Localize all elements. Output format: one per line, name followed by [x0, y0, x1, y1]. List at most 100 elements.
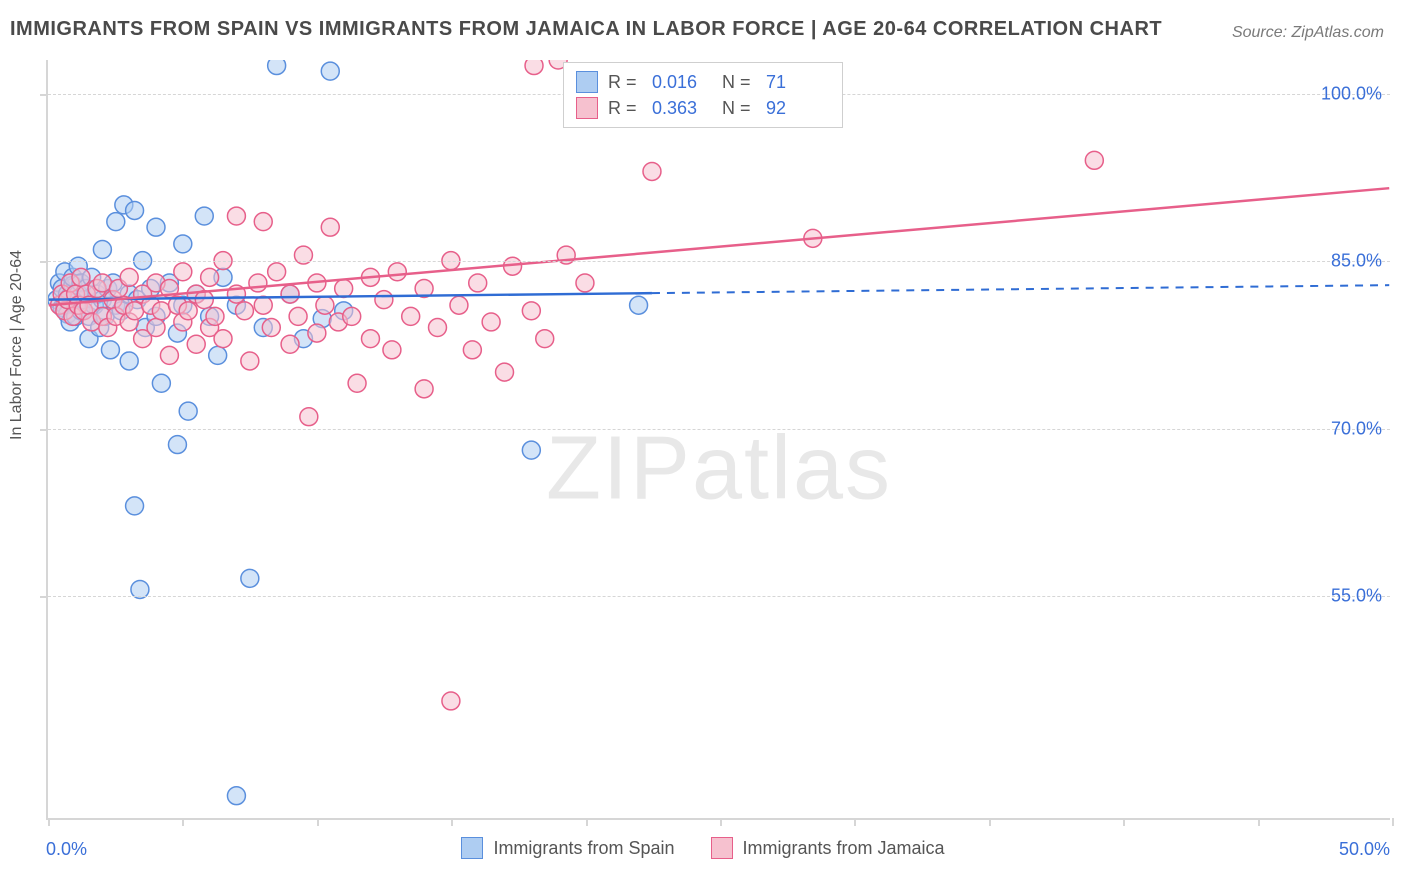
chart-svg: [48, 60, 1390, 818]
data-point: [254, 213, 272, 231]
data-point: [241, 352, 259, 370]
legend-label: Immigrants from Spain: [493, 838, 674, 859]
data-point: [388, 263, 406, 281]
data-point: [335, 280, 353, 298]
legend-item: Immigrants from Spain: [461, 837, 674, 859]
y-tick-label: 85.0%: [1331, 251, 1382, 272]
data-point: [348, 374, 366, 392]
correlation-legend: R =0.016N =71R =0.363N =92: [563, 62, 843, 128]
trend-line: [49, 188, 1389, 305]
data-point: [201, 268, 219, 286]
data-point: [147, 319, 165, 337]
data-point: [450, 296, 468, 314]
legend-item: Immigrants from Jamaica: [711, 837, 945, 859]
data-point: [152, 374, 170, 392]
legend-swatch: [576, 71, 598, 93]
data-point: [254, 296, 272, 314]
data-point: [1085, 151, 1103, 169]
data-point: [93, 241, 111, 259]
y-tick-mark: [40, 596, 48, 598]
n-label: N =: [722, 69, 756, 95]
data-point: [107, 213, 125, 231]
data-point: [415, 380, 433, 398]
data-point: [235, 302, 253, 320]
y-tick-mark: [40, 94, 48, 96]
data-point: [214, 330, 232, 348]
data-point: [268, 263, 286, 281]
grid-line: [48, 429, 1390, 430]
data-point: [160, 346, 178, 364]
x-tick-mark: [317, 818, 319, 826]
data-point: [525, 60, 543, 75]
n-label: N =: [722, 95, 756, 121]
data-point: [402, 307, 420, 325]
grid-line: [48, 261, 1390, 262]
data-point: [195, 207, 213, 225]
data-point: [643, 162, 661, 180]
data-point: [289, 307, 307, 325]
y-axis-title: In Labor Force | Age 20-64: [8, 250, 26, 440]
series-legend: Immigrants from Spain Immigrants from Jam…: [0, 837, 1406, 864]
data-point: [496, 363, 514, 381]
data-point: [429, 319, 447, 337]
data-point: [536, 330, 554, 348]
r-label: R =: [608, 69, 642, 95]
data-point: [522, 441, 540, 459]
data-point: [206, 307, 224, 325]
data-point: [249, 274, 267, 292]
legend-row: R =0.016N =71: [576, 69, 826, 95]
legend-label: Immigrants from Jamaica: [743, 838, 945, 859]
data-point: [126, 497, 144, 515]
data-point: [101, 341, 119, 359]
data-point: [179, 402, 197, 420]
x-tick-mark: [1123, 818, 1125, 826]
trend-line-projected: [652, 285, 1389, 293]
r-value: 0.363: [652, 95, 712, 121]
data-point: [168, 436, 186, 454]
data-point: [126, 202, 144, 220]
data-point: [482, 313, 500, 331]
x-tick-mark: [989, 818, 991, 826]
data-point: [321, 62, 339, 80]
data-point: [463, 341, 481, 359]
n-value: 92: [766, 95, 826, 121]
source-attribution: Source: ZipAtlas.com: [1232, 24, 1384, 42]
r-label: R =: [608, 95, 642, 121]
data-point: [93, 274, 111, 292]
data-point: [630, 296, 648, 314]
chart-title: IMMIGRANTS FROM SPAIN VS IMMIGRANTS FROM…: [10, 18, 1162, 41]
data-point: [120, 268, 138, 286]
data-point: [576, 274, 594, 292]
x-tick-mark: [451, 818, 453, 826]
data-point: [152, 302, 170, 320]
y-tick-mark: [40, 429, 48, 431]
data-point: [241, 569, 259, 587]
data-point: [281, 285, 299, 303]
n-value: 71: [766, 69, 826, 95]
y-tick-label: 100.0%: [1321, 83, 1382, 104]
data-point: [187, 335, 205, 353]
x-tick-mark: [182, 818, 184, 826]
data-point: [179, 302, 197, 320]
data-point: [126, 302, 144, 320]
data-point: [308, 324, 326, 342]
data-point: [120, 352, 138, 370]
data-point: [383, 341, 401, 359]
data-point: [281, 335, 299, 353]
legend-row: R = 0.363 N = 92: [576, 95, 826, 121]
x-tick-mark: [586, 818, 588, 826]
data-point: [262, 319, 280, 337]
x-tick-mark: [48, 818, 50, 826]
data-point: [147, 218, 165, 236]
data-point: [174, 263, 192, 281]
x-tick-mark: [1258, 818, 1260, 826]
y-tick-label: 70.0%: [1331, 418, 1382, 439]
data-point: [209, 346, 227, 364]
plot-area: ZIPatlas 55.0%70.0%85.0%100.0%: [46, 60, 1390, 820]
data-point: [343, 307, 361, 325]
data-point: [227, 787, 245, 805]
data-point: [321, 218, 339, 236]
data-point: [300, 408, 318, 426]
data-point: [375, 291, 393, 309]
data-point: [227, 207, 245, 225]
